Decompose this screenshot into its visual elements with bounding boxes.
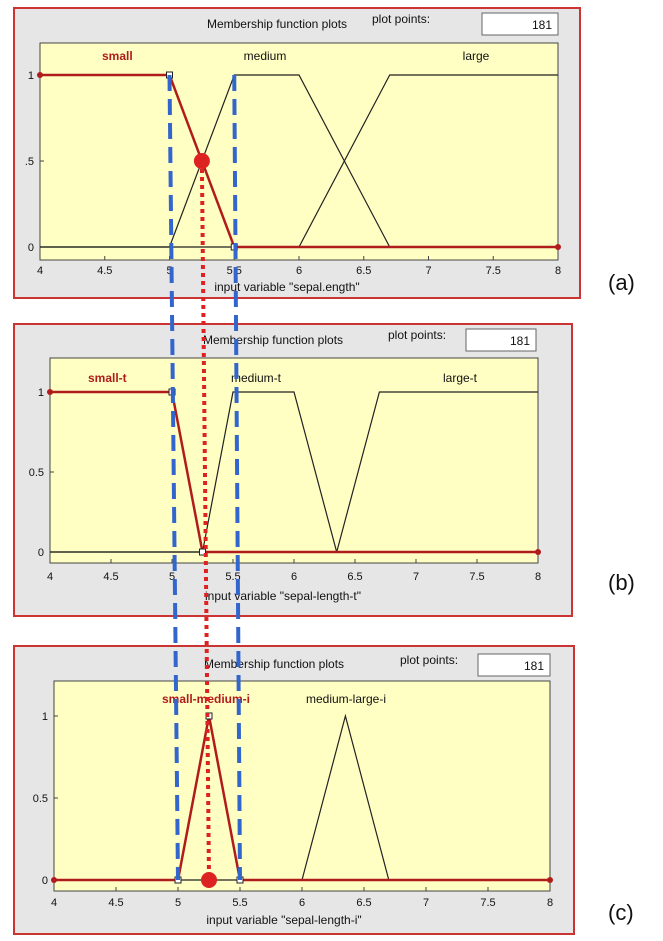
plot-area xyxy=(53,680,551,892)
x-tick-label: 6 xyxy=(299,897,305,909)
x-tick-label: 4 xyxy=(47,571,53,583)
x-tick-label: 7 xyxy=(423,897,429,909)
mf-label-medium-t: medium-t xyxy=(231,371,282,385)
plot-title: Membership function plots xyxy=(204,657,344,671)
x-tick-label: 6 xyxy=(296,265,302,277)
y-tick-label: 1 xyxy=(28,70,34,82)
x-tick-label: 5 xyxy=(169,571,175,583)
x-tick-label: 8 xyxy=(535,571,541,583)
endpoint xyxy=(535,549,541,555)
y-tick-label: 0.5 xyxy=(29,467,44,479)
plot-points-input xyxy=(465,328,537,352)
mf-label-small-t: small-t xyxy=(88,371,127,385)
panel-a: Membership function plots plot points: 181… xyxy=(13,7,581,299)
plot-points-input xyxy=(477,653,551,677)
series-small-t xyxy=(50,390,538,554)
dashed-guide-line xyxy=(167,74,180,881)
mf-label-small: small xyxy=(102,49,133,63)
panel-c: Membership function plots plot points: 181… xyxy=(13,645,575,935)
endpoint xyxy=(37,72,43,78)
endpoint xyxy=(51,877,57,883)
x-axis-label: input variable "sepal-length-t" xyxy=(205,589,361,603)
mf-label-large: large xyxy=(463,49,490,63)
plot-points-value: 181 xyxy=(510,334,530,348)
x-tick-label: 7.5 xyxy=(480,897,495,909)
endpoint xyxy=(547,877,553,883)
y-tick-label: 0 xyxy=(38,547,44,559)
series-large-t xyxy=(50,391,538,553)
x-tick-label: 6.5 xyxy=(347,571,362,583)
plot-title: Membership function plots xyxy=(203,333,343,347)
plot-points-input xyxy=(481,12,559,36)
plot-area xyxy=(49,357,539,564)
x-tick-label: 7 xyxy=(413,571,419,583)
plot-points-value: 181 xyxy=(524,659,544,673)
x-axis-label: input variable "sepal-length-i" xyxy=(206,913,361,927)
x-tick-label: 4.5 xyxy=(108,897,123,909)
x-axis-label: input variable "sepal.ength" xyxy=(214,280,359,294)
marker-point xyxy=(193,153,210,169)
plot-area xyxy=(39,42,559,261)
x-tick-label: 4.5 xyxy=(97,265,112,277)
x-tick-label: 4 xyxy=(37,265,43,277)
x-tick-label: 8 xyxy=(547,897,553,909)
x-tick-label: 5 xyxy=(175,897,181,909)
x-tick-label: 6 xyxy=(291,571,297,583)
mf-label-medium-large-i: medium-large-i xyxy=(306,692,386,706)
panel-label-c: (c) xyxy=(608,900,634,925)
y-tick-label: 1 xyxy=(38,387,44,399)
plot-points-label: plot points: xyxy=(388,328,446,342)
endpoint xyxy=(555,244,561,250)
plot-points-label: plot points: xyxy=(372,12,430,26)
marker-point xyxy=(201,872,217,888)
x-tick-label: 6.5 xyxy=(356,897,371,909)
x-tick-label: 7.5 xyxy=(486,265,501,277)
x-tick-label: 8 xyxy=(555,265,561,277)
y-tick-label: 0 xyxy=(42,875,48,887)
panel-label-b: (b) xyxy=(608,570,635,595)
plot-title: Membership function plots xyxy=(207,17,347,31)
x-tick-label: 7 xyxy=(425,265,431,277)
x-tick-label: 6.5 xyxy=(356,265,371,277)
endpoint xyxy=(47,389,53,395)
y-tick-label: 0 xyxy=(28,242,34,254)
x-tick-label: 4.5 xyxy=(103,571,118,583)
x-tick-label: 5.5 xyxy=(232,897,247,909)
x-tick-label: 4 xyxy=(51,897,57,909)
plot-points-label: plot points: xyxy=(400,653,458,667)
mf-label-large-t: large-t xyxy=(443,371,478,385)
y-tick-label: 1 xyxy=(42,711,48,723)
vertex-handle xyxy=(199,548,206,556)
mf-label-medium: medium xyxy=(244,49,287,63)
x-tick-label: 5 xyxy=(166,265,172,277)
y-tick-label: 0.5 xyxy=(33,793,48,805)
dashed-guide-line xyxy=(232,74,242,881)
plot-points-value: 181 xyxy=(532,18,552,32)
panel-label-a: (a) xyxy=(608,270,635,295)
y-tick-label: .5 xyxy=(25,156,34,168)
x-tick-label: 7.5 xyxy=(469,571,484,583)
panel-b: Membership function plots plot points: 181… xyxy=(13,323,573,617)
